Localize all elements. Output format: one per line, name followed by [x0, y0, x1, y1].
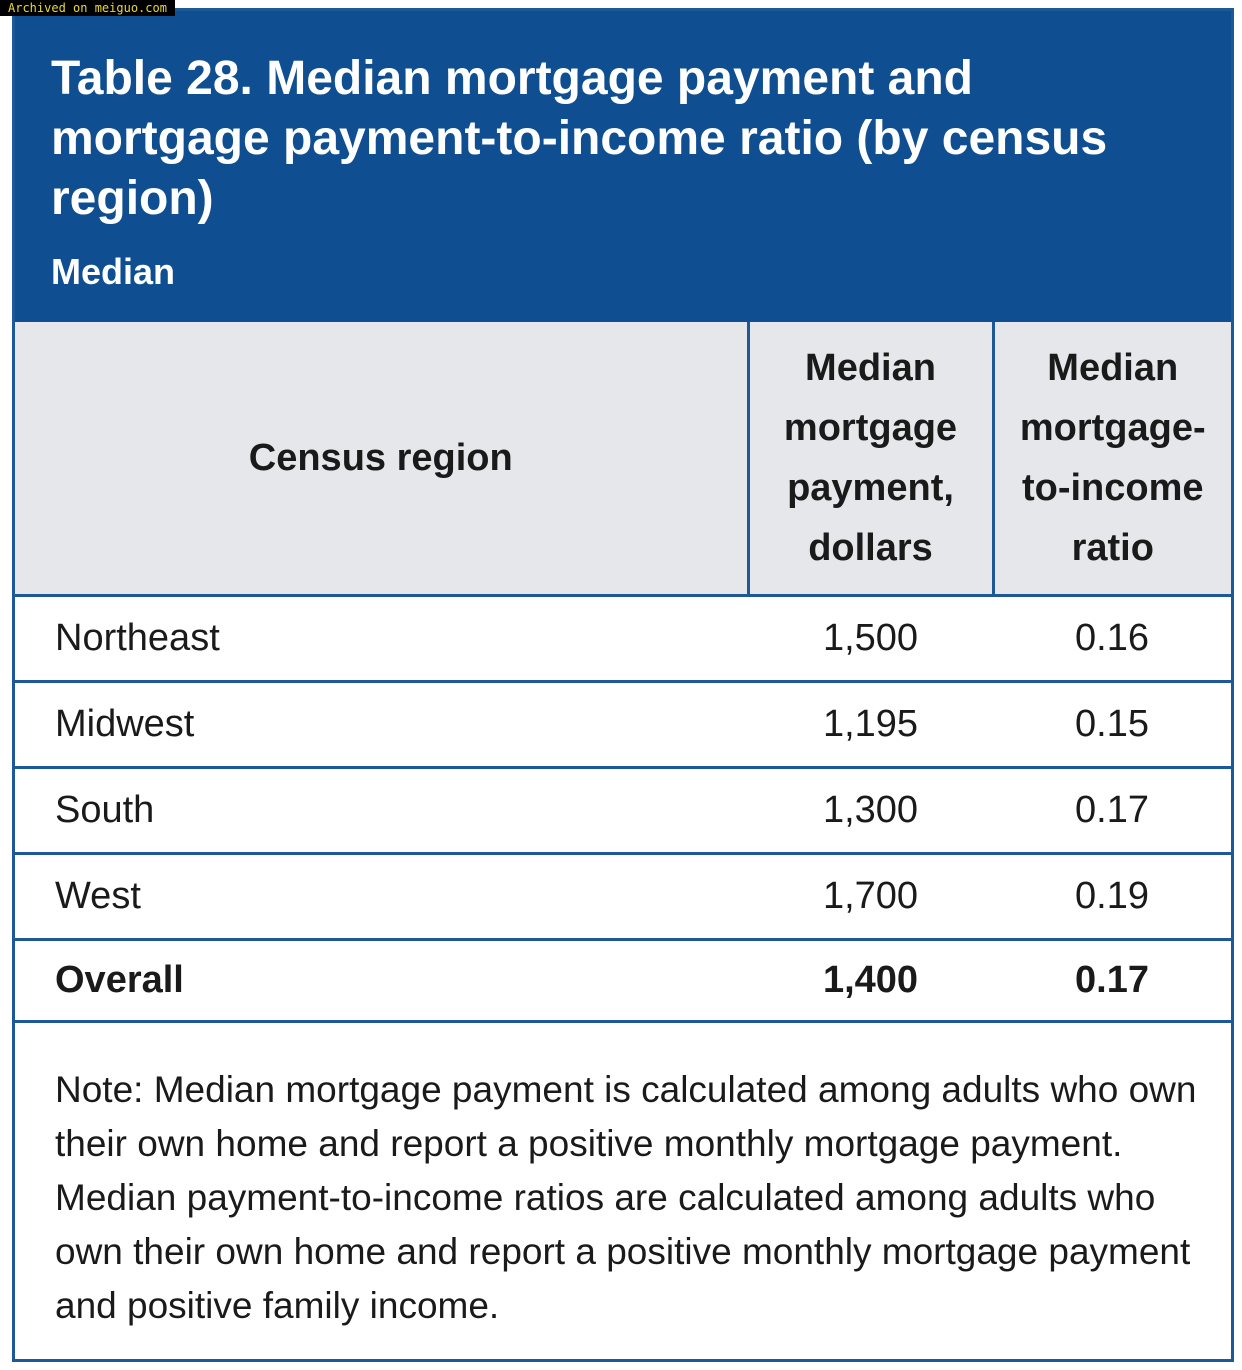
table-cell: West	[15, 853, 748, 941]
table-cell: 1,400	[748, 939, 993, 1023]
column-header: Median mortgage-to-income ratio	[991, 322, 1231, 597]
table-cell: 1,300	[748, 767, 993, 855]
table-cell: Northeast	[15, 595, 748, 683]
table-cell: 1,700	[748, 853, 993, 941]
table-cell: 0.19	[993, 853, 1231, 941]
table-frame: Table 28. Median mortgage payment and mo…	[12, 8, 1234, 1362]
table-row: Overall 1,400 0.17	[15, 939, 1231, 1023]
table-cell: South	[15, 767, 748, 855]
table-row: Northeast 1,500 0.16	[15, 595, 1231, 683]
table-cell: 0.17	[993, 939, 1231, 1023]
title: Table 28. Median mortgage payment and mo…	[51, 52, 1108, 225]
table-row: West 1,700 0.19	[15, 853, 1231, 941]
data-table: Census region Median mortgage payment, d…	[15, 322, 1231, 1023]
table-cell: 0.16	[993, 595, 1231, 683]
column-header: Median mortgage payment, dollars	[746, 322, 995, 597]
table-cell: 0.17	[993, 767, 1231, 855]
table-cell: 1,500	[748, 595, 993, 683]
header-row: Census region Median mortgage payment, d…	[15, 322, 1231, 597]
column-header: Census region	[15, 322, 750, 597]
watermark: Archived on meiguo.com	[0, 0, 175, 16]
header: Table 28. Median mortgage payment and mo…	[15, 11, 1231, 322]
table-cell: 1,195	[748, 681, 993, 769]
table-row: South 1,300 0.17	[15, 767, 1231, 855]
table-row: Midwest 1,195 0.15	[15, 681, 1231, 769]
table-cell: 0.15	[993, 681, 1231, 769]
subtitle: Median	[51, 251, 176, 292]
table-cell: Overall	[15, 939, 748, 1023]
note: Note: Median mortgage payment is calcula…	[55, 1069, 1197, 1326]
table-cell: Midwest	[15, 681, 748, 769]
